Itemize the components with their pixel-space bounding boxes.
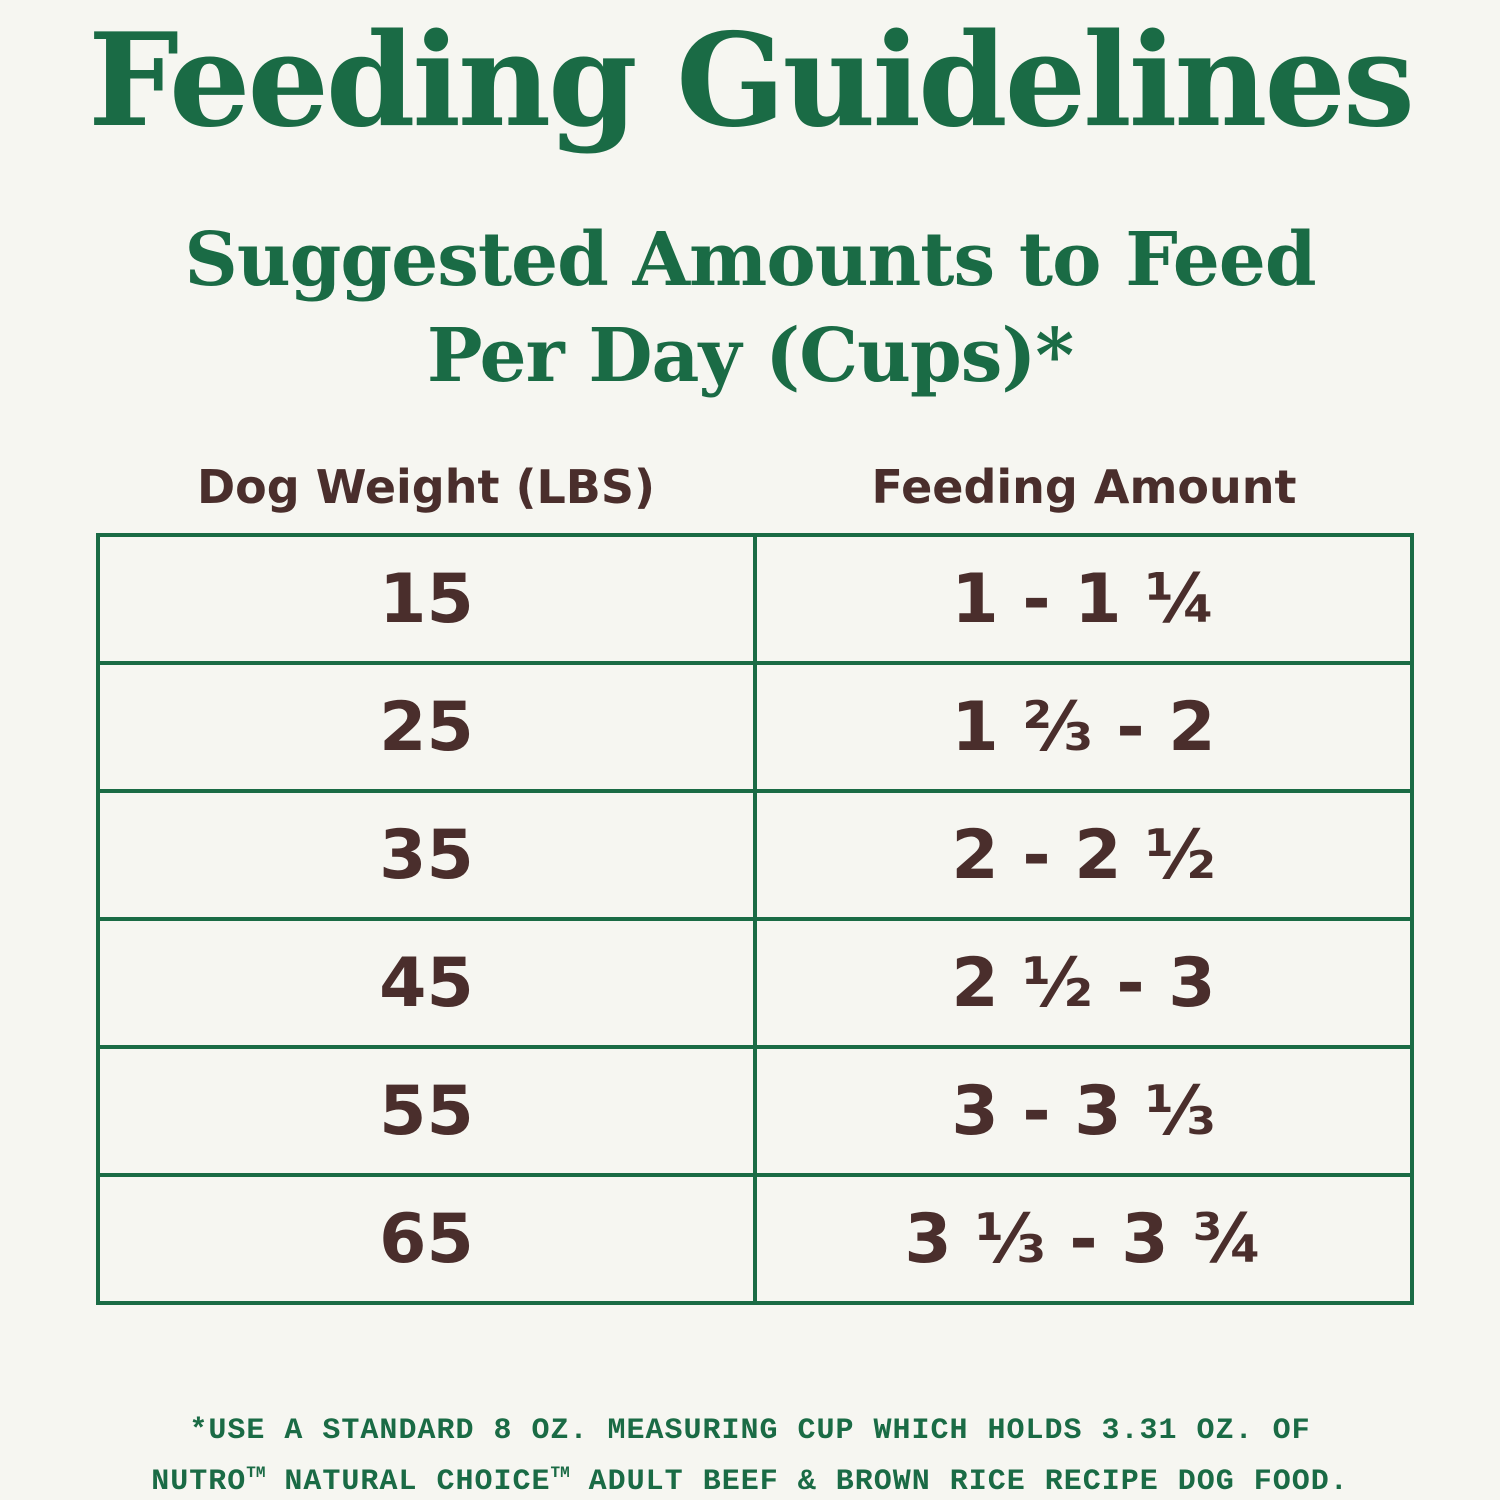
amount-cell: 2 - 2 ½ xyxy=(753,789,1414,921)
subtitle-line-1: Suggested Amounts to Feed xyxy=(184,217,1316,303)
table-row: 15 1 - 1 ¼ xyxy=(96,533,1414,665)
weight-cell: 65 xyxy=(96,1173,757,1305)
feeding-table: 15 1 - 1 ¼ 25 1 ⅔ - 2 35 2 - 2 ½ 45 2 ½ … xyxy=(96,533,1414,1305)
footnote-brand: NUTRO xyxy=(151,1465,247,1499)
table-row: 65 3 ⅓ - 3 ¾ xyxy=(96,1173,1414,1305)
column-header-dog-weight: Dog Weight (LBS) xyxy=(196,460,656,514)
page-subtitle: Suggested Amounts to Feed Per Day (Cups)… xyxy=(0,212,1500,404)
footnote-recipe: ADULT BEEF & BROWN RICE RECIPE DOG FOOD. xyxy=(569,1465,1349,1499)
footnote-line-1: *USE A STANDARD 8 OZ. MEASURING CUP WHIC… xyxy=(189,1414,1311,1448)
trademark-mark: TM xyxy=(550,1464,570,1482)
table-row: 25 1 ⅔ - 2 xyxy=(96,661,1414,793)
weight-cell: 35 xyxy=(96,789,757,921)
amount-cell: 3 ⅓ - 3 ¾ xyxy=(753,1173,1414,1305)
footnote-line-2: NUTROTM NATURAL CHOICETM ADULT BEEF & BR… xyxy=(0,1452,1500,1500)
footnote: *USE A STANDARD 8 OZ. MEASURING CUP WHIC… xyxy=(0,1410,1500,1500)
weight-cell: 55 xyxy=(96,1045,757,1177)
amount-cell: 1 - 1 ¼ xyxy=(753,533,1414,665)
amount-cell: 1 ⅔ - 2 xyxy=(753,661,1414,793)
trademark-mark: TM xyxy=(246,1464,266,1482)
table-row: 35 2 - 2 ½ xyxy=(96,789,1414,921)
weight-cell: 45 xyxy=(96,917,757,1049)
page-title: Feeding Guidelines xyxy=(88,6,1415,156)
footnote-product-line: NATURAL CHOICE xyxy=(265,1465,551,1499)
amount-cell: 3 - 3 ⅓ xyxy=(753,1045,1414,1177)
weight-cell: 15 xyxy=(96,533,757,665)
table-row: 45 2 ½ - 3 xyxy=(96,917,1414,1049)
weight-cell: 25 xyxy=(96,661,757,793)
subtitle-line-2: Per Day (Cups)* xyxy=(426,313,1074,399)
table-row: 55 3 - 3 ⅓ xyxy=(96,1045,1414,1177)
amount-cell: 2 ½ - 3 xyxy=(753,917,1414,1049)
column-header-feeding-amount: Feeding Amount xyxy=(871,460,1297,514)
